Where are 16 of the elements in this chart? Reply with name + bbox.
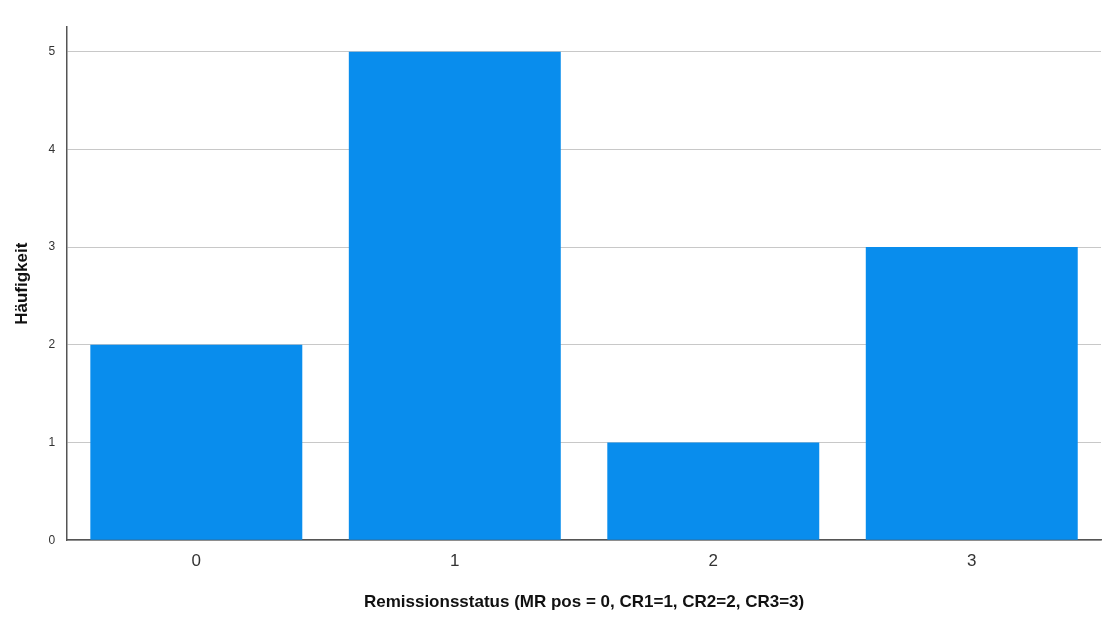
x-tick-label: 1 (450, 551, 460, 571)
x-tick-label: 3 (967, 551, 977, 571)
bar (348, 51, 561, 540)
y-tick-label: 0 (48, 532, 56, 547)
bar (90, 344, 303, 540)
bar (607, 442, 820, 540)
x-axis-title: Remissionsstatus (MR pos = 0, CR1=1, CR2=2, CR3=3) (363, 592, 805, 612)
bar (865, 247, 1078, 540)
x-tick-label: 2 (708, 551, 719, 571)
y-tick-label: 3 (48, 239, 56, 254)
y-tick-label: 4 (48, 141, 56, 156)
y-tick-label: 1 (48, 434, 56, 449)
x-tick-label: 0 (191, 551, 202, 571)
y-tick-label: 5 (48, 43, 56, 58)
y-axis-title: Häufigkeit (11, 242, 31, 325)
y-tick-label: 2 (48, 337, 56, 352)
